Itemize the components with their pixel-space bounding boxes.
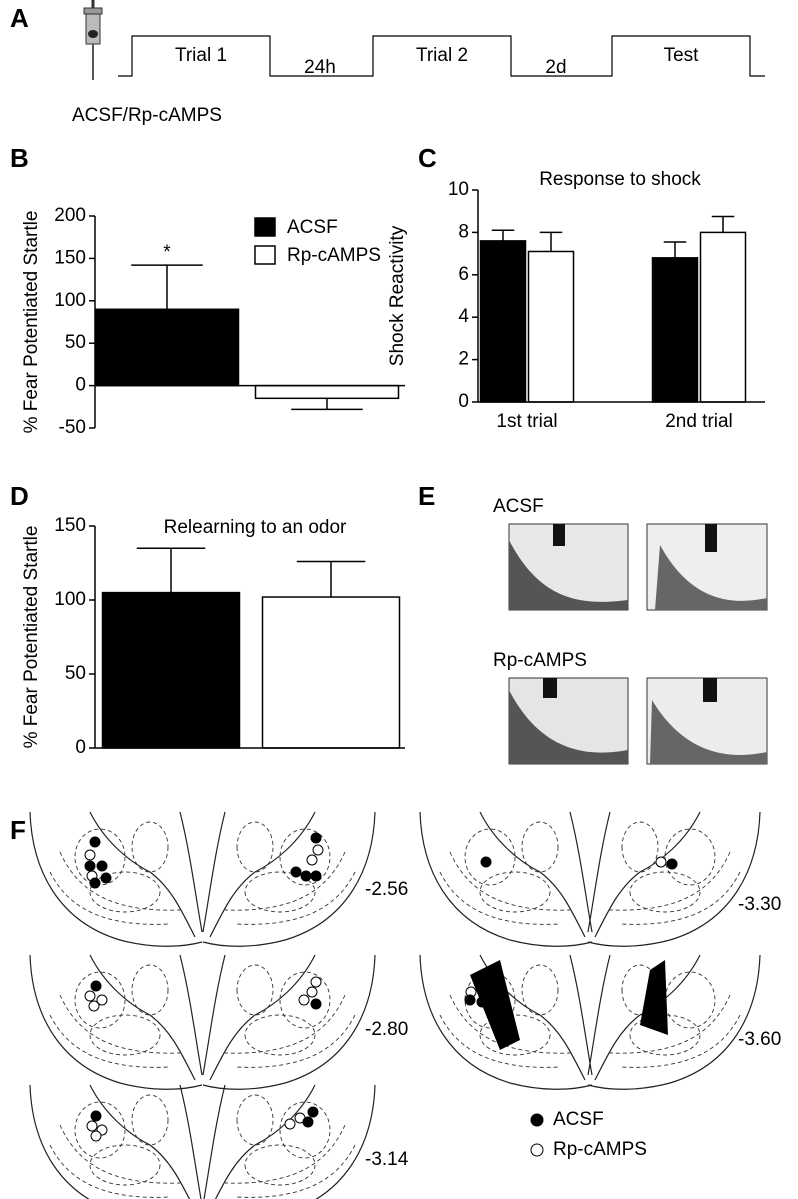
interval-label: 2d xyxy=(545,57,566,78)
y-tick-label: 50 xyxy=(65,332,86,353)
panel-label: C xyxy=(418,143,437,173)
legend-label: ACSF xyxy=(287,217,338,238)
y-tick-label: 8 xyxy=(458,221,469,242)
atlas-level: -3.60 xyxy=(738,1029,781,1050)
legend-swatch xyxy=(530,1113,544,1127)
y-tick-label: 10 xyxy=(448,179,469,200)
interval-label: 24h xyxy=(304,57,336,78)
bar xyxy=(479,240,527,403)
bar xyxy=(699,231,747,403)
syringe xyxy=(83,0,103,80)
legend-label: ACSF xyxy=(553,1109,604,1130)
injection-sites xyxy=(84,832,678,1142)
legend-swatch xyxy=(530,1143,544,1157)
legend-label: Rp-cAMPS xyxy=(553,1139,647,1160)
y-axis-label: % Fear Potentiated Startle xyxy=(21,526,42,749)
bar xyxy=(94,308,240,387)
panel-label: B xyxy=(10,143,29,173)
y-tick-label: 0 xyxy=(75,375,86,396)
atlas-level: -3.14 xyxy=(365,1149,409,1170)
bar xyxy=(254,384,400,400)
treatment-label: ACSF/Rp-cAMPS xyxy=(72,105,222,126)
bar xyxy=(101,591,241,749)
bar xyxy=(261,596,401,749)
x-tick-label: 2nd trial xyxy=(665,411,733,432)
atlas-sections xyxy=(29,811,761,1199)
trial-label: Trial 1 xyxy=(175,45,227,66)
histology-images xyxy=(508,523,768,765)
y-tick-label: 200 xyxy=(54,205,86,226)
panel-label: A xyxy=(10,3,29,33)
significance-marker: * xyxy=(163,242,171,263)
chart-title: Relearning to an odor xyxy=(164,517,347,538)
bar xyxy=(651,257,699,403)
atlas-level: -2.56 xyxy=(365,879,408,900)
y-tick-label: 150 xyxy=(54,515,86,536)
trial-label: Trial 2 xyxy=(416,45,468,66)
atlas-level: -2.80 xyxy=(365,1019,408,1040)
y-tick-label: 6 xyxy=(458,264,469,285)
histology-label: Rp-cAMPS xyxy=(493,650,587,671)
chart-title: Response to shock xyxy=(539,169,701,190)
panel-label: F xyxy=(10,815,26,845)
y-axis-label: Shock Reactivity xyxy=(387,225,408,366)
bar xyxy=(527,250,575,403)
trial-label: Test xyxy=(664,45,700,66)
y-tick-label: 100 xyxy=(54,290,86,311)
legend-swatch xyxy=(254,217,276,237)
panel-label: E xyxy=(418,481,435,511)
legend-swatch xyxy=(254,245,276,265)
atlas-level: -3.30 xyxy=(738,894,781,915)
y-tick-label: 0 xyxy=(75,737,86,758)
legend-label: Rp-cAMPS xyxy=(287,245,381,266)
y-axis-label: % Fear Potentiated Startle xyxy=(21,211,42,434)
timeline xyxy=(118,35,765,77)
y-tick-label: 0 xyxy=(458,391,469,412)
y-tick-label: 2 xyxy=(458,349,469,370)
y-tick-label: 50 xyxy=(65,663,86,684)
y-tick-label: 150 xyxy=(54,247,86,268)
y-tick-label: 4 xyxy=(458,306,469,327)
x-tick-label: 1st trial xyxy=(496,411,557,432)
histology-label: ACSF xyxy=(493,496,544,517)
y-tick-label: 100 xyxy=(54,589,86,610)
y-tick-label: -50 xyxy=(59,417,86,438)
panel-label: D xyxy=(10,481,29,511)
